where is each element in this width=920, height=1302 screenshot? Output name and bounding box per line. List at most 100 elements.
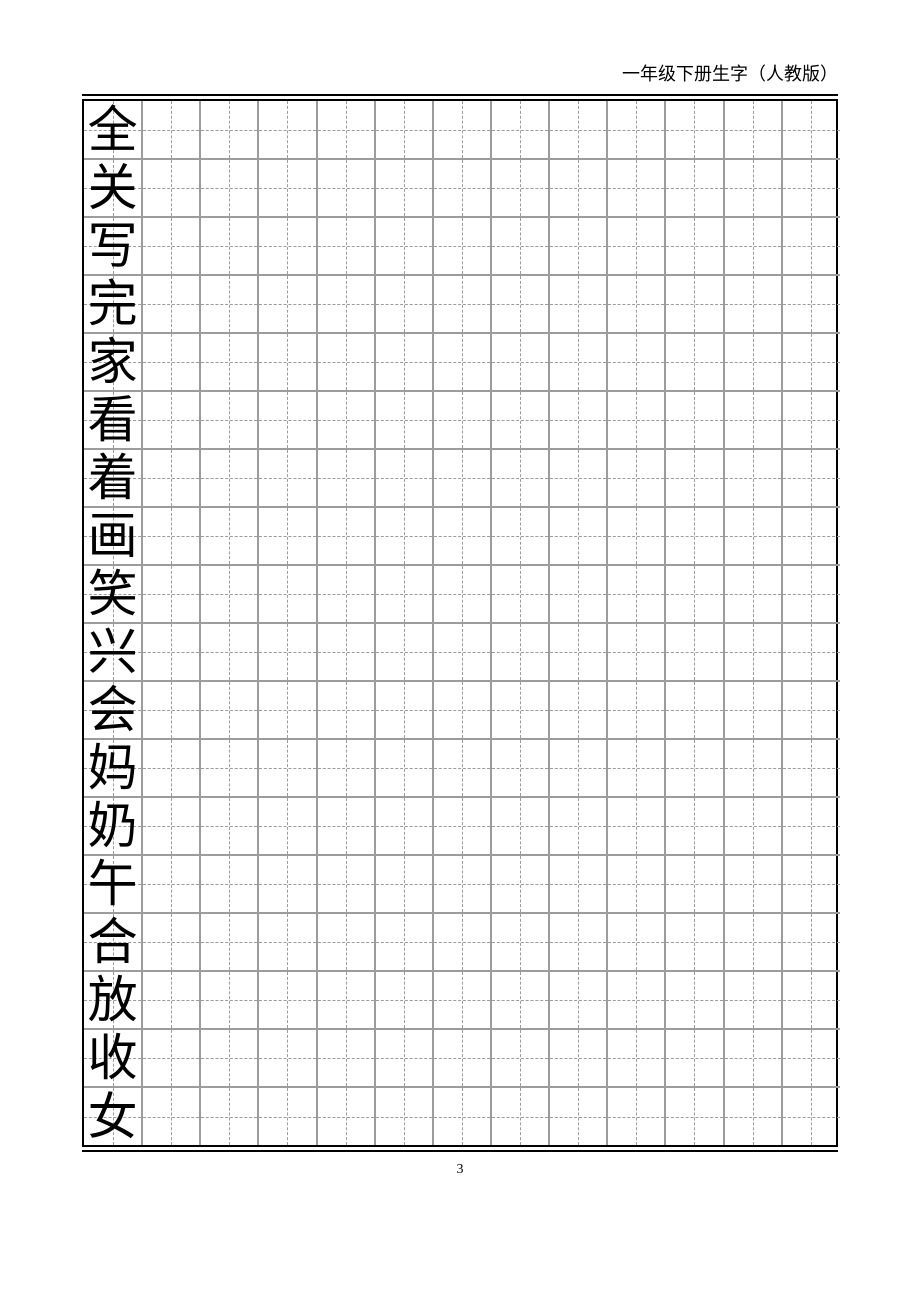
grid-cell (200, 739, 258, 797)
grid-cell (665, 333, 723, 391)
grid-cell (433, 565, 491, 623)
grid-cell (549, 565, 607, 623)
grid-cell: 看 (84, 391, 142, 449)
grid-row: 笑 (84, 565, 836, 623)
grid-cell (317, 623, 375, 681)
grid-cell (142, 739, 200, 797)
grid-cell (375, 913, 433, 971)
grid-cell (665, 565, 723, 623)
grid-cell (607, 1087, 665, 1145)
grid-cell (607, 739, 665, 797)
grid-cell (258, 333, 316, 391)
page-header: 一年级下册生字（人教版） (82, 60, 838, 86)
grid-cell (375, 217, 433, 275)
grid-cell (200, 913, 258, 971)
practice-character: 家 (88, 337, 138, 387)
grid-cell (665, 1029, 723, 1087)
grid-cell (317, 855, 375, 913)
grid-cell (782, 565, 840, 623)
practice-character: 画 (88, 511, 138, 561)
grid-row: 完 (84, 275, 836, 333)
grid-cell (607, 565, 665, 623)
grid-cell (607, 797, 665, 855)
grid-cell (607, 159, 665, 217)
practice-character: 放 (88, 975, 138, 1025)
grid-cell (491, 913, 549, 971)
grid-cell: 午 (84, 855, 142, 913)
grid-cell: 关 (84, 159, 142, 217)
grid-cell (258, 739, 316, 797)
grid-row: 家 (84, 333, 836, 391)
grid-cell (549, 971, 607, 1029)
grid-cell (142, 855, 200, 913)
grid-cell (549, 391, 607, 449)
grid-cell: 收 (84, 1029, 142, 1087)
grid-row: 午 (84, 855, 836, 913)
grid-cell: 合 (84, 913, 142, 971)
grid-cell (433, 507, 491, 565)
grid-cell (549, 275, 607, 333)
grid-cell (200, 681, 258, 739)
grid-cell (317, 449, 375, 507)
grid-cell (375, 101, 433, 159)
grid-cell (433, 333, 491, 391)
grid-cell (724, 1029, 782, 1087)
grid-row: 兴 (84, 623, 836, 681)
grid-cell (724, 855, 782, 913)
grid-cell (665, 275, 723, 333)
grid-cell (317, 333, 375, 391)
grid-cell (491, 275, 549, 333)
grid-cell: 放 (84, 971, 142, 1029)
grid-row: 会 (84, 681, 836, 739)
grid-cell (782, 623, 840, 681)
grid-cell (200, 855, 258, 913)
practice-character: 会 (88, 685, 138, 735)
grid-cell (433, 275, 491, 333)
grid-cell (724, 449, 782, 507)
grid-cell (549, 217, 607, 275)
grid-cell (549, 855, 607, 913)
bottom-rule (82, 1150, 838, 1152)
grid-cell (782, 913, 840, 971)
grid-row: 关 (84, 159, 836, 217)
grid-cell (724, 681, 782, 739)
grid-cell (258, 855, 316, 913)
grid-row: 画 (84, 507, 836, 565)
grid-cell (375, 855, 433, 913)
grid-cell (200, 971, 258, 1029)
grid-cell (665, 971, 723, 1029)
grid-cell (724, 333, 782, 391)
grid-cell (607, 217, 665, 275)
grid-cell: 完 (84, 275, 142, 333)
grid-cell (317, 739, 375, 797)
grid-cell: 会 (84, 681, 142, 739)
grid-cell (665, 681, 723, 739)
grid-cell (317, 101, 375, 159)
grid-cell (200, 333, 258, 391)
grid-cell (200, 1029, 258, 1087)
practice-character: 关 (88, 163, 138, 213)
grid-cell (665, 507, 723, 565)
header-title: 一年级下册生字（人教版） (622, 64, 838, 84)
grid-cell (258, 913, 316, 971)
grid-cell (782, 101, 840, 159)
grid-cell (782, 159, 840, 217)
page-number: 3 (82, 1162, 838, 1178)
grid-cell (142, 449, 200, 507)
grid-cell (607, 623, 665, 681)
grid-cell (782, 1087, 840, 1145)
grid-cell (258, 681, 316, 739)
practice-character: 妈 (88, 743, 138, 793)
grid-cell: 妈 (84, 739, 142, 797)
grid-cell (142, 333, 200, 391)
grid-row: 收 (84, 1029, 836, 1087)
grid-cell (665, 391, 723, 449)
grid-cell: 笑 (84, 565, 142, 623)
grid-cell (782, 971, 840, 1029)
grid-cell (200, 565, 258, 623)
grid-cell (142, 275, 200, 333)
grid-cell (433, 159, 491, 217)
grid-cell (375, 623, 433, 681)
grid-cell (317, 275, 375, 333)
grid-cell (724, 1087, 782, 1145)
